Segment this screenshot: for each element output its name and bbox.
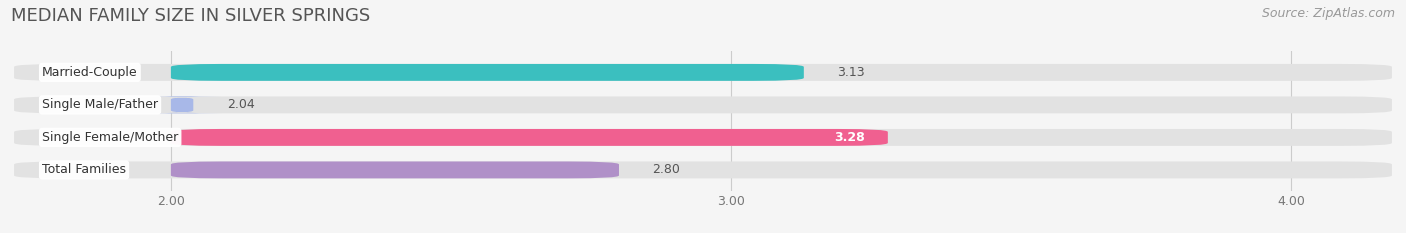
Text: Single Female/Mother: Single Female/Mother xyxy=(42,131,179,144)
Text: Source: ZipAtlas.com: Source: ZipAtlas.com xyxy=(1261,7,1395,20)
FancyBboxPatch shape xyxy=(14,161,1392,178)
Text: 2.80: 2.80 xyxy=(652,163,681,176)
FancyBboxPatch shape xyxy=(14,64,1392,81)
Text: MEDIAN FAMILY SIZE IN SILVER SPRINGS: MEDIAN FAMILY SIZE IN SILVER SPRINGS xyxy=(11,7,371,25)
Text: Married-Couple: Married-Couple xyxy=(42,66,138,79)
FancyBboxPatch shape xyxy=(172,129,887,146)
Text: Total Families: Total Families xyxy=(42,163,127,176)
Text: 3.13: 3.13 xyxy=(838,66,865,79)
FancyBboxPatch shape xyxy=(172,64,804,81)
FancyBboxPatch shape xyxy=(14,129,1392,146)
FancyBboxPatch shape xyxy=(14,96,1392,113)
FancyBboxPatch shape xyxy=(172,161,619,178)
Text: 3.28: 3.28 xyxy=(835,131,866,144)
Text: Single Male/Father: Single Male/Father xyxy=(42,98,157,111)
Text: 2.04: 2.04 xyxy=(226,98,254,111)
FancyBboxPatch shape xyxy=(143,96,221,113)
